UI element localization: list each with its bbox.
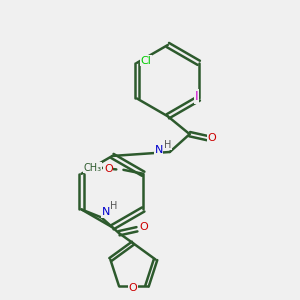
Text: I: I [195, 90, 199, 103]
Text: N: N [102, 207, 110, 217]
Text: O: O [140, 222, 148, 232]
Text: N: N [154, 145, 163, 155]
Text: O: O [104, 164, 113, 174]
Text: Cl: Cl [140, 56, 151, 66]
Text: H: H [110, 201, 118, 211]
Text: O: O [129, 283, 137, 293]
Text: CH₃: CH₃ [84, 163, 102, 173]
Text: O: O [208, 133, 217, 143]
Text: H: H [164, 140, 172, 150]
